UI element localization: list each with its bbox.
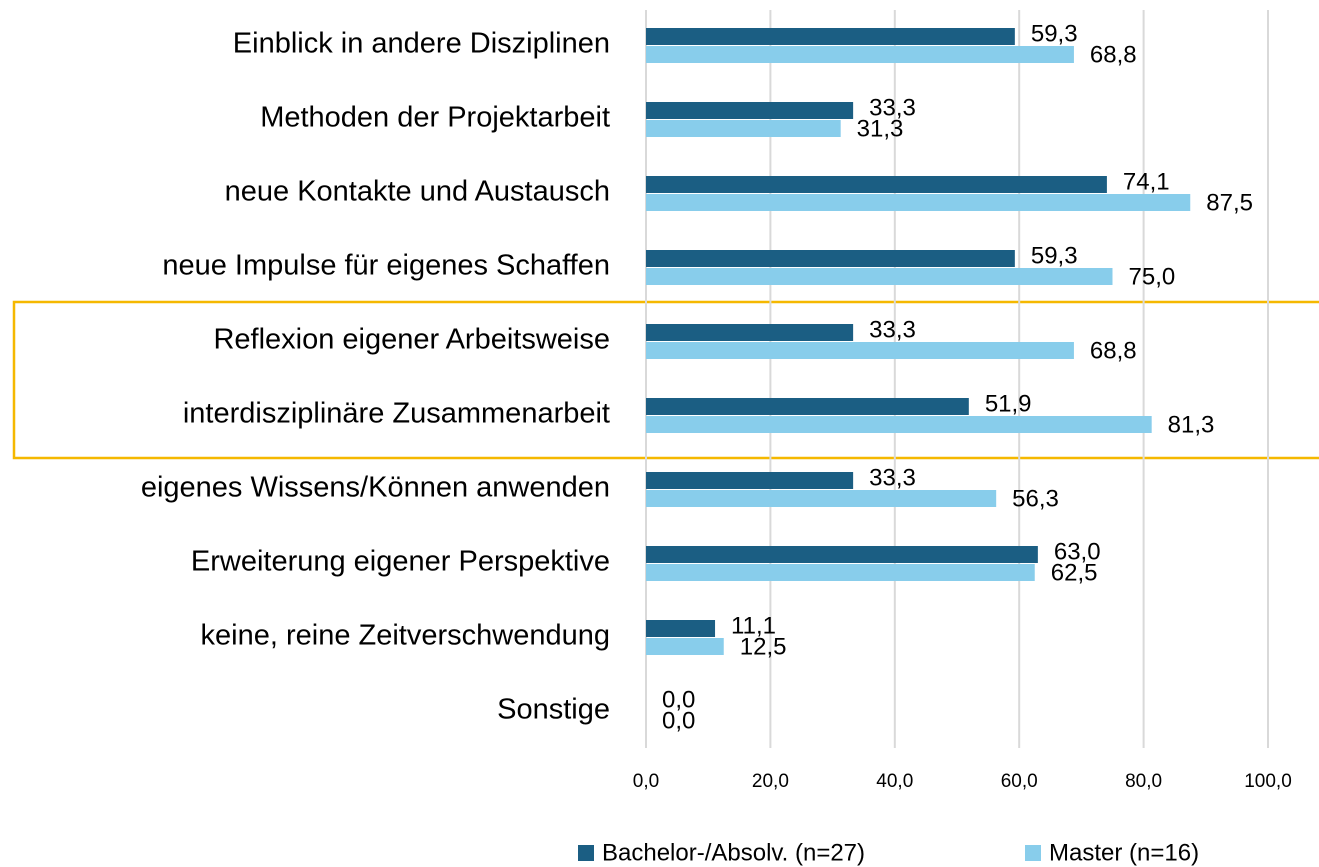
value-label: 56,3 — [1012, 485, 1059, 512]
category-label: keine, reine Zeitverschwendung — [201, 620, 610, 652]
value-label: 81,3 — [1168, 411, 1215, 438]
value-label: 74,1 — [1123, 168, 1170, 195]
value-label: 87,5 — [1206, 189, 1253, 216]
x-tick-label: 0,0 — [633, 771, 659, 792]
bar — [646, 250, 1015, 267]
bar — [646, 398, 969, 415]
category-label: neue Kontakte und Austausch — [225, 176, 610, 208]
value-label: 63,0 — [1054, 538, 1101, 565]
value-label: 33,3 — [869, 316, 916, 343]
bar — [646, 28, 1015, 45]
x-tick-label: 60,0 — [1001, 771, 1038, 792]
value-label: 75,0 — [1129, 263, 1176, 290]
category-label: Methoden der Projektarbeit — [260, 102, 610, 134]
x-tick-label: 100,0 — [1244, 771, 1292, 792]
highlight-box — [12, 300, 1319, 460]
x-tick-label: 40,0 — [876, 771, 913, 792]
category-label: Einblick in andere Disziplinen — [233, 28, 610, 60]
value-label: 51,9 — [985, 390, 1032, 417]
bar — [646, 102, 854, 119]
bar — [646, 120, 841, 137]
value-label: 0,0 — [662, 686, 695, 713]
value-label: 33,3 — [869, 464, 916, 491]
value-label: 0,0 — [662, 707, 695, 734]
legend-swatch — [1025, 845, 1041, 861]
value-label: 11,1 — [731, 612, 776, 639]
bar — [646, 268, 1113, 285]
value-label: 62,5 — [1051, 559, 1098, 586]
value-label: 68,8 — [1090, 41, 1137, 68]
category-label: Sonstige — [497, 694, 610, 726]
legend-swatch — [578, 845, 594, 861]
bar — [646, 546, 1038, 563]
bar — [646, 194, 1191, 211]
bar — [646, 490, 997, 507]
value-label: 59,3 — [1031, 242, 1078, 269]
bar — [646, 342, 1074, 359]
value-label: 31,3 — [857, 115, 904, 142]
bar — [646, 176, 1107, 193]
value-label: 33,3 — [869, 94, 916, 121]
x-tick-label: 80,0 — [1125, 771, 1162, 792]
value-label: 59,3 — [1031, 20, 1078, 47]
category-label: eigenes Wissens/Können anwenden — [141, 472, 610, 504]
bar — [646, 620, 716, 637]
legend-label: Bachelor-/Absolv. (n=27) — [602, 839, 865, 866]
category-label: Reflexion eigener Arbeitsweise — [213, 324, 610, 356]
bar — [646, 324, 854, 341]
bar — [646, 472, 854, 489]
legend-label: Master (n=16) — [1049, 839, 1199, 866]
category-label: neue Impulse für eigenes Schaffen — [162, 250, 610, 282]
category-label: Erweiterung eigener Perspektive — [191, 546, 610, 578]
value-label: 12,5 — [740, 633, 787, 660]
bar — [646, 564, 1035, 581]
value-label: 68,8 — [1090, 337, 1137, 364]
bar — [646, 46, 1074, 63]
category-label: interdisziplinäre Zusammenarbeit — [183, 398, 610, 430]
x-tick-label: 20,0 — [752, 771, 789, 792]
bar — [646, 416, 1152, 433]
bar — [646, 638, 724, 655]
